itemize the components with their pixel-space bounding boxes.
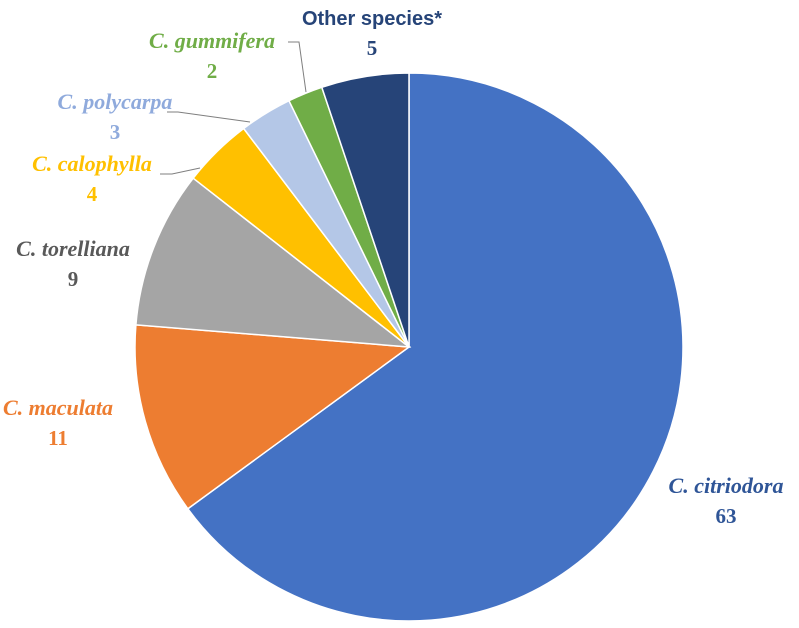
data-label-name-c-calophylla: C. calophylla bbox=[32, 151, 152, 176]
leader-line-c-calophylla bbox=[160, 167, 201, 175]
data-label-name-other-species: Other species* bbox=[302, 8, 442, 30]
pie-slices bbox=[134, 72, 684, 622]
leader-lines bbox=[160, 41, 307, 175]
data-label-name-c-polycarpa: C. polycarpa bbox=[58, 89, 173, 114]
data-label-value-c-gummifera: 2 bbox=[207, 59, 218, 83]
data-label-value-c-maculata: 11 bbox=[48, 426, 68, 450]
data-label-value-c-citriodora: 63 bbox=[716, 504, 737, 528]
data-label-name-c-maculata: C. maculata bbox=[3, 395, 113, 420]
data-label-value-other-species: 5 bbox=[367, 36, 378, 60]
data-label-name-c-citriodora: C. citriodora bbox=[669, 473, 784, 498]
leader-line-c-polycarpa bbox=[167, 111, 251, 123]
pie-slice-c-torelliana bbox=[135, 177, 412, 348]
data-label-value-c-torelliana: 9 bbox=[68, 267, 79, 291]
data-labels: C. citriodora 63 C. maculata 11 C. torellian… bbox=[3, 8, 783, 528]
data-label-name-c-torelliana: C. torelliana bbox=[16, 236, 130, 261]
pie-slice-c-citriodora bbox=[186, 72, 684, 622]
leader-line-c-gummifera bbox=[288, 41, 307, 93]
pie-slice-c-maculata bbox=[134, 324, 412, 510]
data-label-value-c-calophylla: 4 bbox=[87, 182, 98, 206]
data-label-value-c-polycarpa: 3 bbox=[110, 120, 121, 144]
data-label-name-c-gummifera: C. gummifera bbox=[149, 28, 275, 53]
pie-slice-other-species bbox=[320, 72, 410, 348]
